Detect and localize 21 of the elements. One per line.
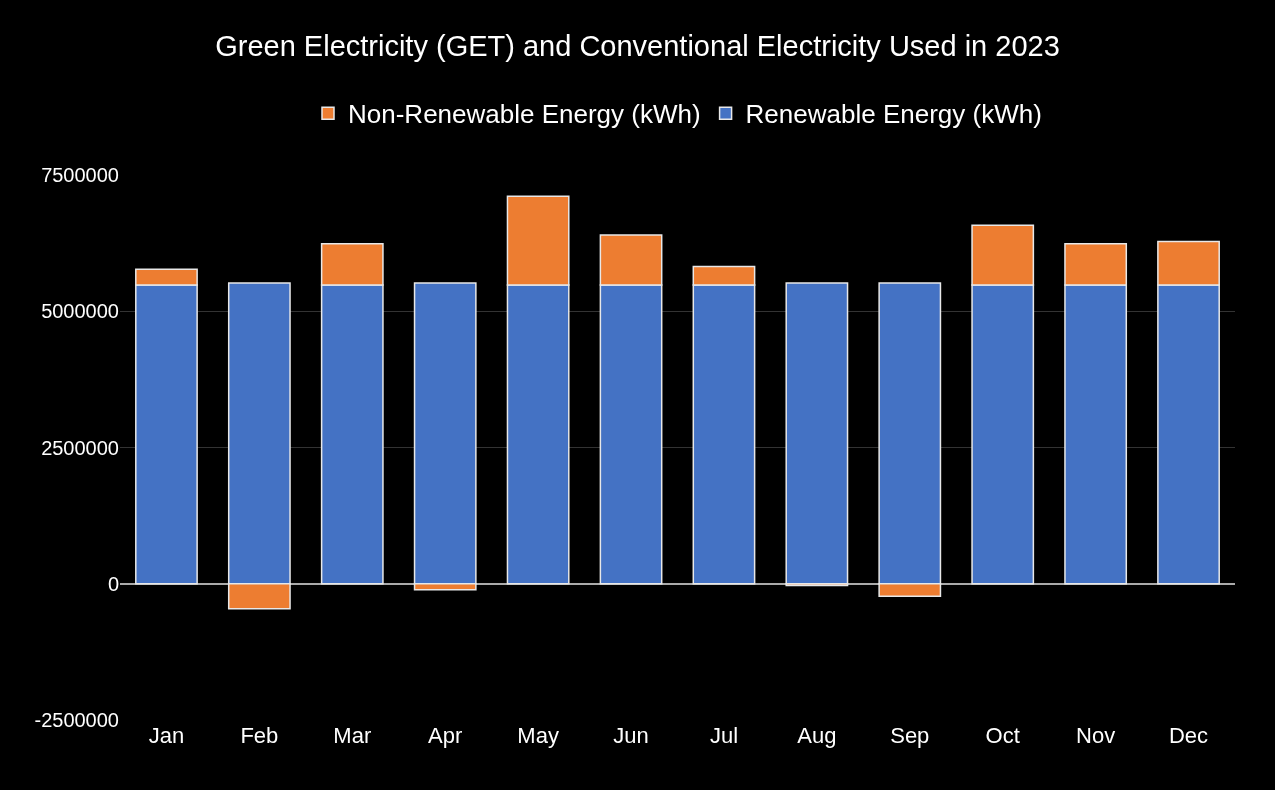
x-tick-label: Aug <box>797 723 837 748</box>
y-tick-label: 7500000 <box>41 164 119 186</box>
x-tick-label: Sep <box>890 723 930 748</box>
x-tick-label: Apr <box>428 723 463 748</box>
x-tick-label: Nov <box>1076 723 1116 748</box>
chart-title: Green Electricity (GET) and Conventional Electricity Used in 2023 <box>215 29 1060 62</box>
x-tick-label: Dec <box>1168 723 1209 748</box>
x-tick-label: Jan <box>148 723 185 748</box>
x-tick-label: Feb <box>240 723 279 748</box>
x-tick-label: May <box>517 723 559 748</box>
y-tick-label: 0 <box>107 572 119 595</box>
x-tick-label: Oct <box>985 723 1020 748</box>
x-tick-label: Jul <box>709 723 739 748</box>
x-tick-label: Mar <box>333 723 372 748</box>
y-tick-label: 5000000 <box>41 300 119 323</box>
y-tick-label: -2500000 <box>34 709 119 731</box>
y-tick-label: 2500000 <box>41 436 119 459</box>
bar <box>785 282 849 585</box>
legend-label: Non-Renewable Energy (kWh) <box>348 99 701 130</box>
x-tick-label: Jun <box>613 723 649 748</box>
legend-label: Renewable Energy (kWh) <box>745 99 1042 130</box>
